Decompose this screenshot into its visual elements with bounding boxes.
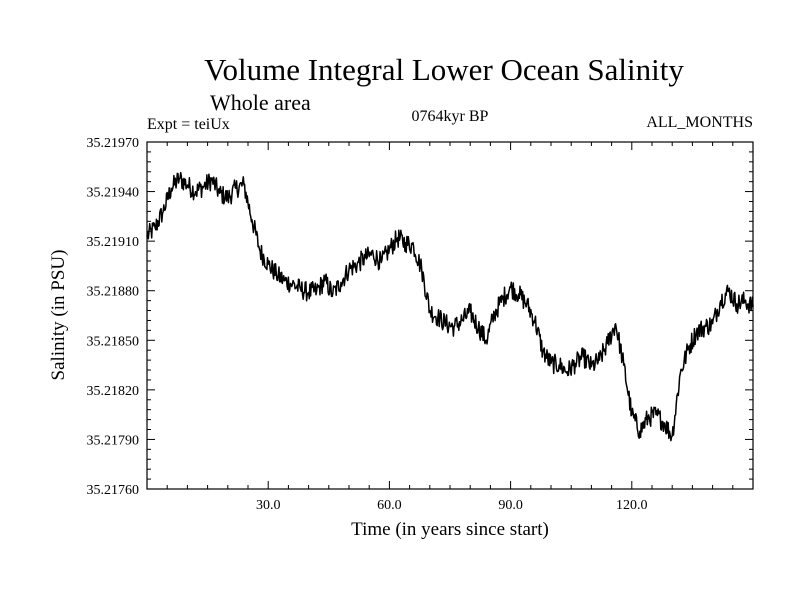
y-tick-label: 35.21970 [87,136,140,151]
period-label: 0764kyr BP [411,108,489,125]
months-label: ALL_MONTHS [646,114,753,131]
tick-marks [147,142,753,489]
y-tick-label: 35.21760 [87,483,140,498]
x-axis-label: Time (in years since start) [351,519,549,540]
salinity-line [146,171,754,442]
y-tick-label: 35.21910 [87,235,140,250]
x-tick-label: 120.0 [616,498,648,513]
y-tick-label: 35.21880 [87,285,140,300]
chart-title: Volume Integral Lower Ocean Salinity [204,52,684,87]
x-tick-label: 30.0 [256,498,281,513]
x-tick-label: 90.0 [498,498,523,513]
y-tick-label: 35.21820 [87,384,140,399]
x-tick-label: 60.0 [377,498,402,513]
y-tick-label: 35.21940 [87,186,140,201]
experiment-label: Expt = teiUx [147,116,230,133]
chart-subtitle: Whole area [210,90,311,115]
y-tick-label: 35.21790 [87,433,140,448]
y-tick-label: 35.21850 [87,334,140,349]
y-axis-label: Salinity (in PSU) [48,250,69,381]
tick-labels: 30.0 60.0 90.0 120.0 35.21760 35.21790 35.2182… [87,136,648,513]
